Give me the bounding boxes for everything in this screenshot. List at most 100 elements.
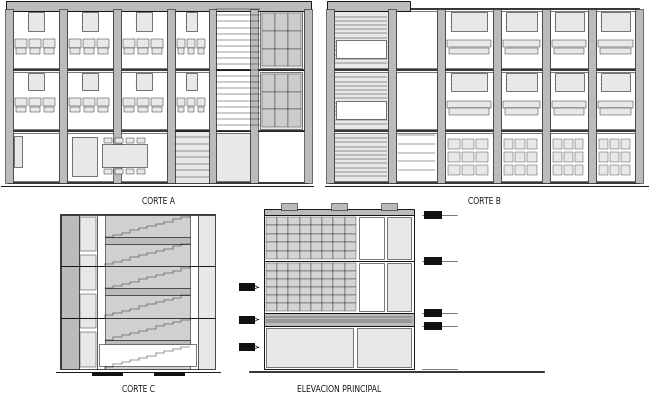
Bar [9, 9, 308, 183]
Bar [123, 98, 135, 106]
Bar [288, 287, 300, 295]
Bar [137, 168, 145, 174]
Bar [288, 74, 300, 92]
Bar [186, 73, 198, 90]
Text: CORTE C: CORTE C [122, 385, 155, 394]
Bar [105, 347, 190, 369]
Bar [113, 9, 121, 183]
Bar [344, 217, 356, 225]
Bar [175, 72, 209, 129]
Bar [311, 295, 322, 303]
Bar [123, 38, 135, 48]
Bar [196, 38, 205, 48]
Bar [239, 316, 255, 324]
Bar [277, 303, 288, 312]
Bar [277, 295, 288, 303]
Bar [424, 211, 442, 219]
Bar [266, 271, 277, 279]
Bar [84, 48, 94, 54]
Bar [462, 152, 474, 162]
Bar [98, 107, 108, 112]
Bar [333, 263, 344, 271]
Bar [634, 9, 643, 183]
Bar [311, 251, 322, 259]
Bar [381, 202, 397, 210]
Bar [28, 12, 44, 30]
Bar [138, 48, 148, 54]
Bar [322, 225, 333, 234]
Bar [288, 48, 300, 66]
Bar [288, 242, 300, 251]
Bar [359, 217, 384, 259]
Bar [82, 12, 98, 30]
Bar [300, 217, 311, 225]
Bar [97, 215, 198, 369]
Bar [599, 100, 632, 108]
Bar [300, 303, 311, 312]
Bar [610, 139, 619, 149]
Bar [300, 295, 311, 303]
Bar [105, 288, 190, 296]
Bar [527, 139, 537, 149]
Bar [555, 12, 584, 30]
Bar [311, 287, 322, 295]
Bar [126, 138, 134, 143]
Bar [552, 40, 586, 47]
Bar [277, 287, 288, 295]
Bar [564, 152, 573, 162]
Bar [575, 152, 584, 162]
Bar [311, 242, 322, 251]
Bar [186, 12, 198, 30]
Bar [300, 271, 311, 279]
Bar [80, 217, 96, 251]
Bar [260, 72, 302, 129]
Bar [331, 202, 347, 210]
Bar [105, 266, 190, 288]
Bar [502, 100, 540, 108]
Bar [154, 372, 185, 376]
Bar [115, 168, 123, 174]
Bar [80, 294, 96, 328]
Bar [266, 287, 277, 295]
Bar [136, 73, 152, 90]
Bar [333, 217, 344, 225]
Bar [424, 257, 442, 265]
Bar [357, 328, 411, 367]
Bar [105, 296, 190, 318]
Bar [288, 271, 300, 279]
Bar [311, 225, 322, 234]
Bar [515, 139, 525, 149]
Bar [504, 48, 538, 54]
Bar [67, 133, 166, 181]
Bar [322, 251, 333, 259]
Bar [177, 48, 183, 54]
Bar [599, 40, 632, 47]
Bar [610, 165, 619, 175]
Bar [554, 48, 584, 54]
Bar [239, 343, 255, 351]
Bar [288, 263, 300, 271]
Bar [322, 217, 333, 225]
Bar [151, 107, 162, 112]
Bar [300, 279, 311, 287]
Text: ELEVACION PRINCIPAL: ELEVACION PRINCIPAL [297, 385, 381, 394]
Bar [448, 152, 460, 162]
Bar [266, 328, 353, 367]
Bar [73, 148, 84, 156]
Bar [83, 38, 95, 48]
Bar [550, 133, 588, 181]
Bar [448, 165, 460, 175]
Bar [288, 92, 300, 109]
Bar [387, 263, 411, 312]
Bar [275, 48, 288, 66]
Bar [424, 310, 442, 317]
Bar [601, 73, 630, 91]
Bar [288, 109, 300, 127]
Bar [44, 107, 54, 112]
Bar [84, 138, 95, 148]
Bar [344, 242, 356, 251]
Bar [29, 98, 41, 106]
Bar [14, 72, 59, 129]
Bar [550, 72, 588, 129]
Bar [288, 31, 300, 48]
